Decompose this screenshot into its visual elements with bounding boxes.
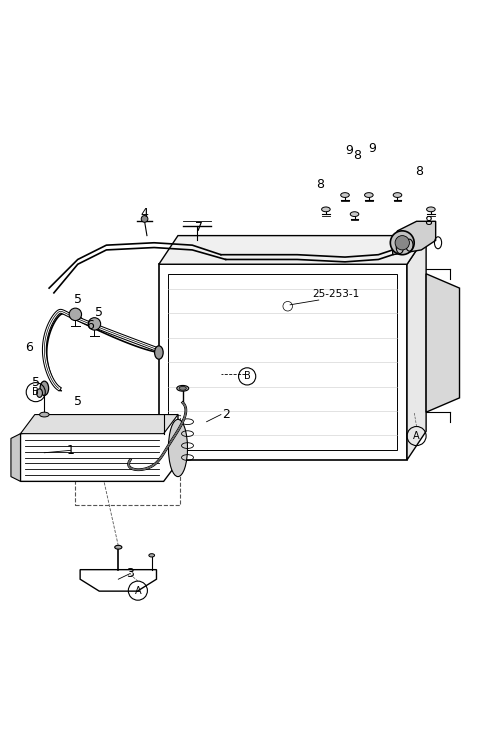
- Text: 9: 9: [345, 144, 353, 157]
- Ellipse shape: [393, 193, 402, 197]
- Polygon shape: [21, 414, 178, 482]
- Ellipse shape: [39, 412, 49, 417]
- Circle shape: [88, 318, 101, 330]
- Text: 6: 6: [25, 341, 33, 355]
- Text: 8: 8: [316, 177, 324, 191]
- Ellipse shape: [115, 545, 122, 549]
- Ellipse shape: [427, 207, 435, 212]
- Polygon shape: [159, 236, 426, 264]
- Ellipse shape: [155, 346, 163, 359]
- Ellipse shape: [36, 389, 42, 397]
- Circle shape: [69, 308, 82, 321]
- Polygon shape: [407, 236, 426, 460]
- Text: 5: 5: [74, 292, 82, 306]
- Polygon shape: [426, 274, 459, 412]
- Ellipse shape: [341, 193, 349, 197]
- Polygon shape: [11, 434, 21, 482]
- Text: A: A: [134, 586, 141, 595]
- Circle shape: [395, 236, 409, 250]
- Text: 6: 6: [86, 319, 94, 332]
- Ellipse shape: [149, 554, 155, 557]
- Ellipse shape: [168, 420, 188, 476]
- Ellipse shape: [350, 212, 359, 216]
- Text: 8: 8: [415, 165, 423, 178]
- Text: B: B: [32, 387, 39, 397]
- Polygon shape: [393, 221, 436, 255]
- Ellipse shape: [364, 193, 373, 197]
- FancyBboxPatch shape: [168, 274, 397, 450]
- Text: 5: 5: [32, 375, 40, 389]
- Text: 8: 8: [353, 149, 361, 162]
- Ellipse shape: [40, 381, 48, 396]
- Text: 3: 3: [126, 567, 134, 580]
- Text: 7: 7: [195, 221, 204, 233]
- Text: 5: 5: [74, 395, 82, 408]
- Ellipse shape: [322, 207, 330, 212]
- Text: 2: 2: [222, 408, 229, 421]
- Text: 25-253-1: 25-253-1: [312, 289, 359, 299]
- Text: 9: 9: [369, 142, 377, 156]
- Text: 8: 8: [424, 215, 432, 228]
- Text: 5: 5: [95, 307, 103, 319]
- Polygon shape: [80, 570, 156, 591]
- Polygon shape: [21, 414, 178, 434]
- Text: B: B: [244, 372, 251, 381]
- Text: 1: 1: [67, 444, 74, 457]
- Text: 4: 4: [141, 207, 148, 220]
- Text: A: A: [413, 431, 420, 441]
- FancyBboxPatch shape: [159, 264, 407, 460]
- Ellipse shape: [177, 385, 189, 391]
- Circle shape: [390, 231, 414, 255]
- Ellipse shape: [179, 387, 186, 390]
- Circle shape: [141, 215, 148, 222]
